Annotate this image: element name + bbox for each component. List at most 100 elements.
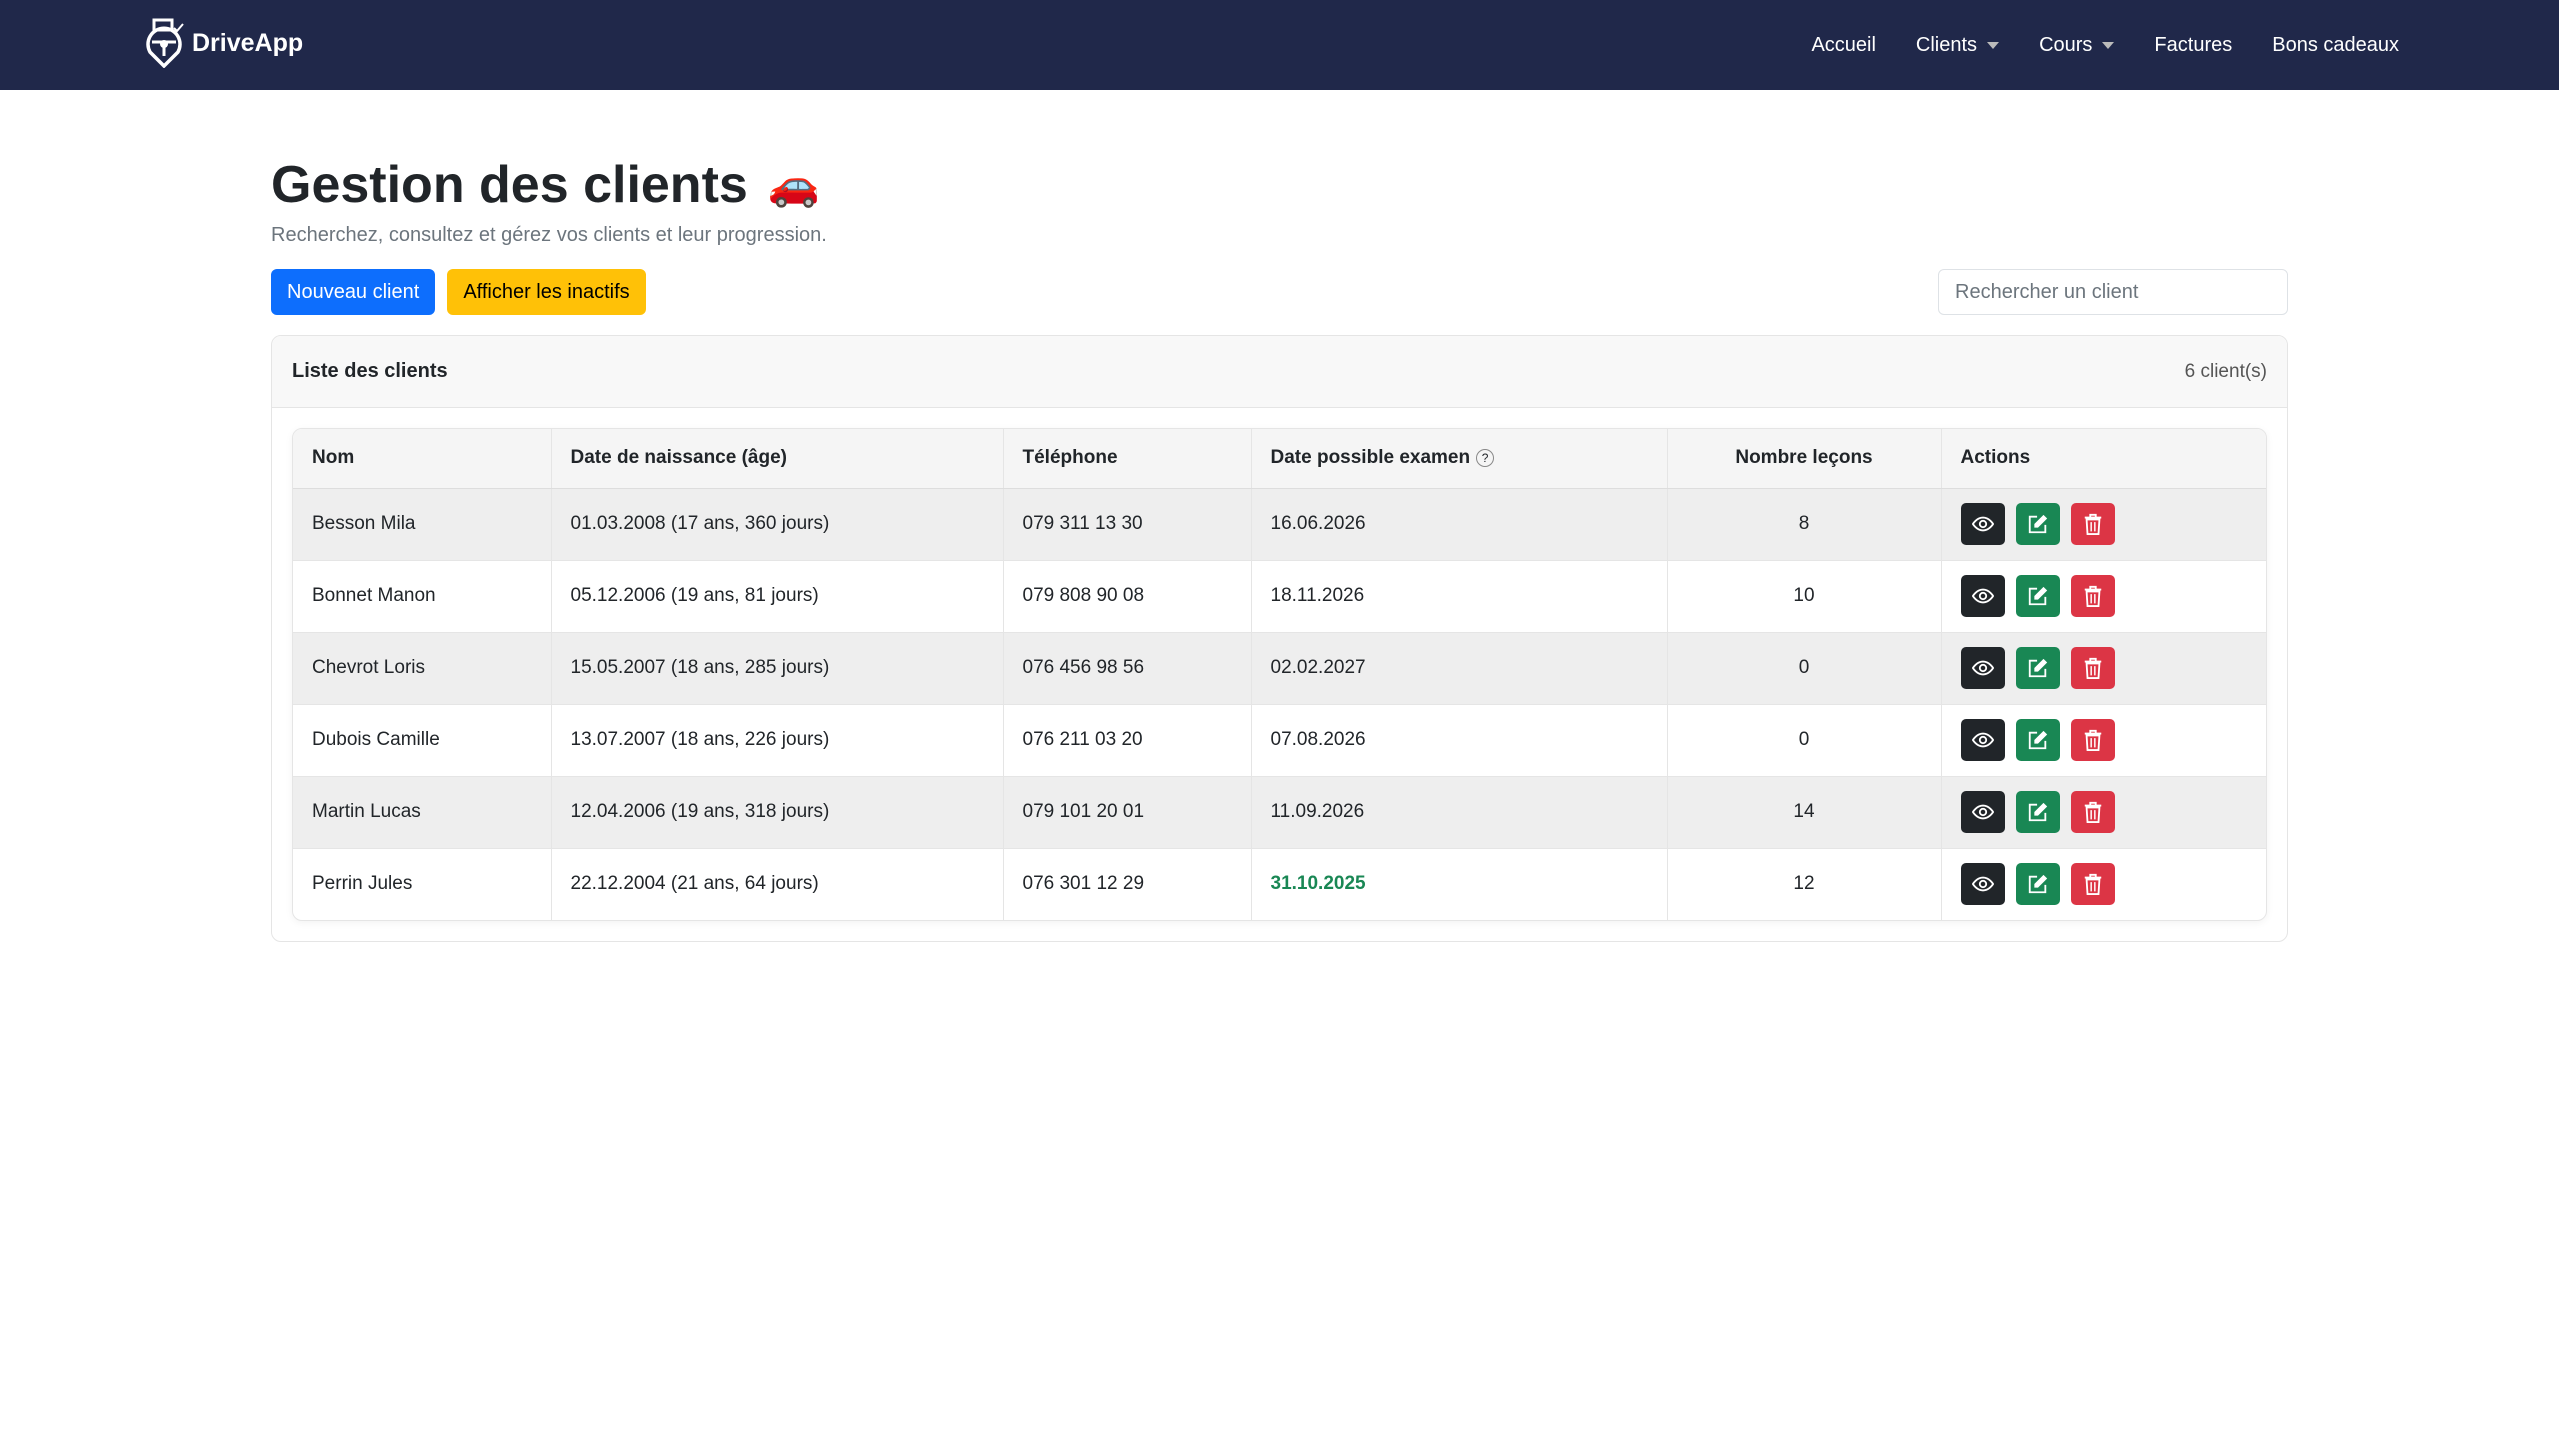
cell-lessons: 14: [1667, 776, 1942, 849]
edit-icon: [2027, 873, 2049, 895]
trash-icon: [2083, 513, 2103, 535]
header-lessons[interactable]: Nombre leçons: [1667, 429, 1942, 489]
table-row: Martin Lucas 12.04.2006 (19 ans, 318 jour…: [293, 776, 2266, 849]
delete-button[interactable]: [2070, 647, 2115, 689]
delete-button[interactable]: [2070, 575, 2115, 617]
cell-lessons: 0: [1667, 704, 1942, 777]
view-button[interactable]: [1960, 503, 2005, 545]
header-phone[interactable]: Téléphone: [1003, 429, 1252, 489]
cell-birthdate: 15.05.2007 (18 ans, 285 jours): [551, 632, 1004, 705]
delete-button[interactable]: [2070, 863, 2115, 906]
nav-link-bons-cadeaux[interactable]: Bons cadeaux: [2272, 34, 2399, 57]
search-input[interactable]: [1938, 269, 2288, 315]
page-title: Gestion des clients 🚗: [271, 150, 2288, 220]
delete-button[interactable]: [2070, 719, 2115, 761]
cell-birthdate: 01.03.2008 (17 ans, 360 jours): [551, 488, 1004, 561]
logo-icon: [146, 18, 184, 68]
cell-exam-date: 31.10.2025: [1251, 848, 1668, 920]
cell-phone: 079 311 13 30: [1003, 488, 1252, 561]
cell-exam-date: 02.02.2027: [1251, 632, 1668, 705]
edit-button[interactable]: [2015, 863, 2060, 906]
nav-link-label: Accueil: [1811, 33, 1876, 56]
caret-down-icon: [1987, 41, 2000, 49]
caret-down-icon: [2102, 41, 2115, 49]
cell-birthdate: 05.12.2006 (19 ans, 81 jours): [551, 560, 1004, 633]
cell-lessons: 10: [1667, 560, 1942, 633]
eye-icon: [1971, 657, 1994, 679]
cell-actions: [1941, 632, 2266, 705]
edit-button[interactable]: [2015, 791, 2060, 833]
client-count: 6 client(s): [2184, 360, 2267, 382]
delete-button[interactable]: [2070, 503, 2115, 545]
cell-birthdate: 13.07.2007 (18 ans, 226 jours): [551, 704, 1004, 777]
nav-link-label: Cours: [2039, 33, 2093, 56]
trash-icon: [2083, 801, 2103, 823]
trash-icon: [2083, 585, 2103, 607]
cell-name: Martin Lucas: [293, 776, 552, 849]
cell-lessons: 8: [1667, 488, 1942, 561]
eye-icon: [1971, 585, 1994, 607]
edit-icon: [2027, 657, 2049, 679]
new-client-button[interactable]: Nouveau client: [271, 269, 436, 315]
help-icon[interactable]: ?: [1476, 449, 1495, 468]
nav-link-label: Bons cadeaux: [2272, 33, 2399, 56]
cell-birthdate: 22.12.2004 (21 ans, 64 jours): [551, 848, 1004, 920]
view-button[interactable]: [1960, 863, 2005, 906]
table-row: Perrin Jules 22.12.2004 (21 ans, 64 jours…: [293, 848, 2266, 920]
cell-lessons: 0: [1667, 632, 1942, 705]
eye-icon: [1971, 801, 1994, 823]
cell-actions: [1941, 704, 2266, 777]
clients-card: Liste des clients 6 client(s) Nom Date de…: [271, 335, 2288, 942]
car-icon: 🚗: [767, 160, 821, 208]
nav-link-factures[interactable]: Factures: [2154, 34, 2232, 57]
cell-phone: 079 101 20 01: [1003, 776, 1252, 849]
trash-icon: [2083, 729, 2103, 751]
edit-button[interactable]: [2015, 575, 2060, 617]
brand-link[interactable]: DriveApp: [142, 18, 303, 68]
trash-icon: [2083, 873, 2103, 896]
cell-phone: 076 211 03 20: [1003, 704, 1252, 777]
nav-link-accueil[interactable]: Accueil: [1811, 34, 1875, 57]
view-button[interactable]: [1960, 719, 2005, 761]
view-button[interactable]: [1960, 647, 2005, 689]
cell-exam-date: 16.06.2026: [1251, 488, 1668, 561]
page-subtitle: Recherchez, consultez et gérez vos clien…: [271, 224, 827, 246]
table-row: Dubois Camille 13.07.2007 (18 ans, 226 jo…: [293, 704, 2266, 777]
edit-button[interactable]: [2015, 719, 2060, 761]
table-row: Chevrot Loris 15.05.2007 (18 ans, 285 jou…: [293, 632, 2266, 705]
cell-birthdate: 12.04.2006 (19 ans, 318 jours): [551, 776, 1004, 849]
edit-button[interactable]: [2015, 503, 2060, 545]
cell-actions: [1941, 776, 2266, 849]
cell-name: Dubois Camille: [293, 704, 552, 777]
cell-name: Perrin Jules: [293, 848, 552, 920]
view-button[interactable]: [1960, 791, 2005, 833]
header-actions: Actions: [1941, 429, 2266, 489]
eye-icon: [1971, 873, 1994, 895]
cell-lessons: 12: [1667, 848, 1942, 920]
page-title-text: Gestion des clients: [271, 156, 748, 214]
cell-exam-date: 18.11.2026: [1251, 560, 1668, 633]
cell-name: Chevrot Loris: [293, 632, 552, 705]
show-inactive-button[interactable]: Afficher les inactifs: [447, 269, 646, 315]
navbar: DriveApp Accueil Clients Cours Factures Bons…: [0, 0, 2559, 90]
header-birthdate[interactable]: Date de naissance (âge): [551, 429, 1004, 489]
eye-icon: [1971, 729, 1994, 751]
nav-link-clients[interactable]: Clients: [1915, 33, 2000, 57]
cell-name: Bonnet Manon: [293, 560, 552, 633]
table-row: Besson Mila 01.03.2008 (17 ans, 360 jours…: [293, 488, 2266, 561]
nav-link-label: Clients: [1915, 33, 1978, 56]
trash-icon: [2083, 657, 2103, 679]
cell-phone: 076 301 12 29: [1003, 848, 1252, 920]
view-button[interactable]: [1960, 575, 2005, 617]
edit-icon: [2027, 585, 2049, 607]
cell-actions: [1941, 560, 2266, 633]
header-nom[interactable]: Nom: [293, 429, 552, 489]
cell-exam-date: 11.09.2026: [1251, 776, 1668, 849]
header-exam-date-label: Date possible examen: [1270, 447, 1471, 469]
header-exam-date[interactable]: Date possible examen?: [1251, 429, 1668, 489]
cell-name: Besson Mila: [293, 488, 552, 561]
delete-button[interactable]: [2070, 791, 2115, 833]
edit-button[interactable]: [2015, 647, 2060, 689]
nav-link-cours[interactable]: Cours: [2039, 33, 2115, 57]
edit-icon: [2027, 513, 2049, 535]
